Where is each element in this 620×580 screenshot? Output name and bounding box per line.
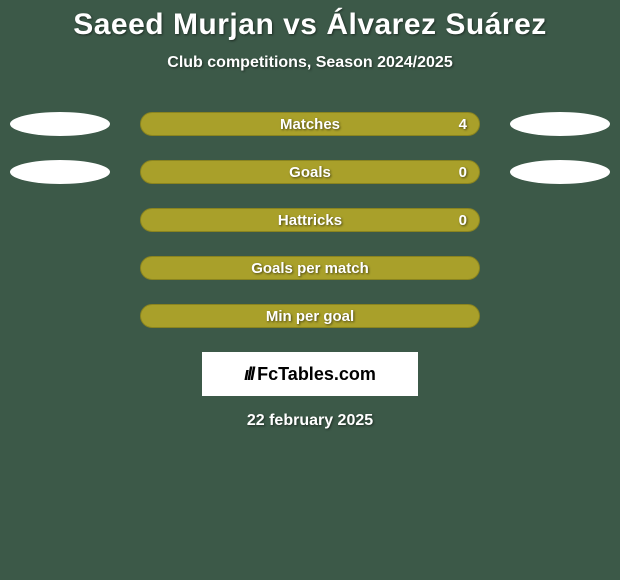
- stat-bar: Min per goal: [140, 304, 480, 328]
- stat-row: Min per goal: [0, 304, 620, 328]
- footer-date: 22 february 2025: [0, 412, 620, 430]
- left-marker: [10, 112, 110, 136]
- bars-icon: ıll: [244, 364, 253, 385]
- watermark-box: ıll FcTables.com: [202, 352, 418, 396]
- stat-label: Goals per match: [141, 260, 479, 277]
- left-marker: [10, 160, 110, 184]
- stat-value-right: 4: [459, 116, 467, 133]
- stat-label: Hattricks: [141, 212, 479, 229]
- page-title: Saeed Murjan vs Álvarez Suárez: [0, 0, 620, 42]
- stat-row: Goals per match: [0, 256, 620, 280]
- page-subtitle: Club competitions, Season 2024/2025: [0, 54, 620, 72]
- right-marker: [510, 160, 610, 184]
- stat-label: Goals: [141, 164, 479, 181]
- stat-row: Matches4: [0, 112, 620, 136]
- stat-bar: Goals per match: [140, 256, 480, 280]
- stat-row: Hattricks0: [0, 208, 620, 232]
- stat-value-right: 0: [459, 164, 467, 181]
- stat-value-right: 0: [459, 212, 467, 229]
- stat-label: Min per goal: [141, 308, 479, 325]
- stat-row: Goals0: [0, 160, 620, 184]
- stat-rows: Matches4Goals0Hattricks0Goals per matchM…: [0, 112, 620, 328]
- right-marker: [510, 112, 610, 136]
- watermark-label: FcTables.com: [257, 364, 376, 385]
- stat-bar: Hattricks0: [140, 208, 480, 232]
- stat-bar: Goals0: [140, 160, 480, 184]
- stat-bar: Matches4: [140, 112, 480, 136]
- stat-label: Matches: [141, 116, 479, 133]
